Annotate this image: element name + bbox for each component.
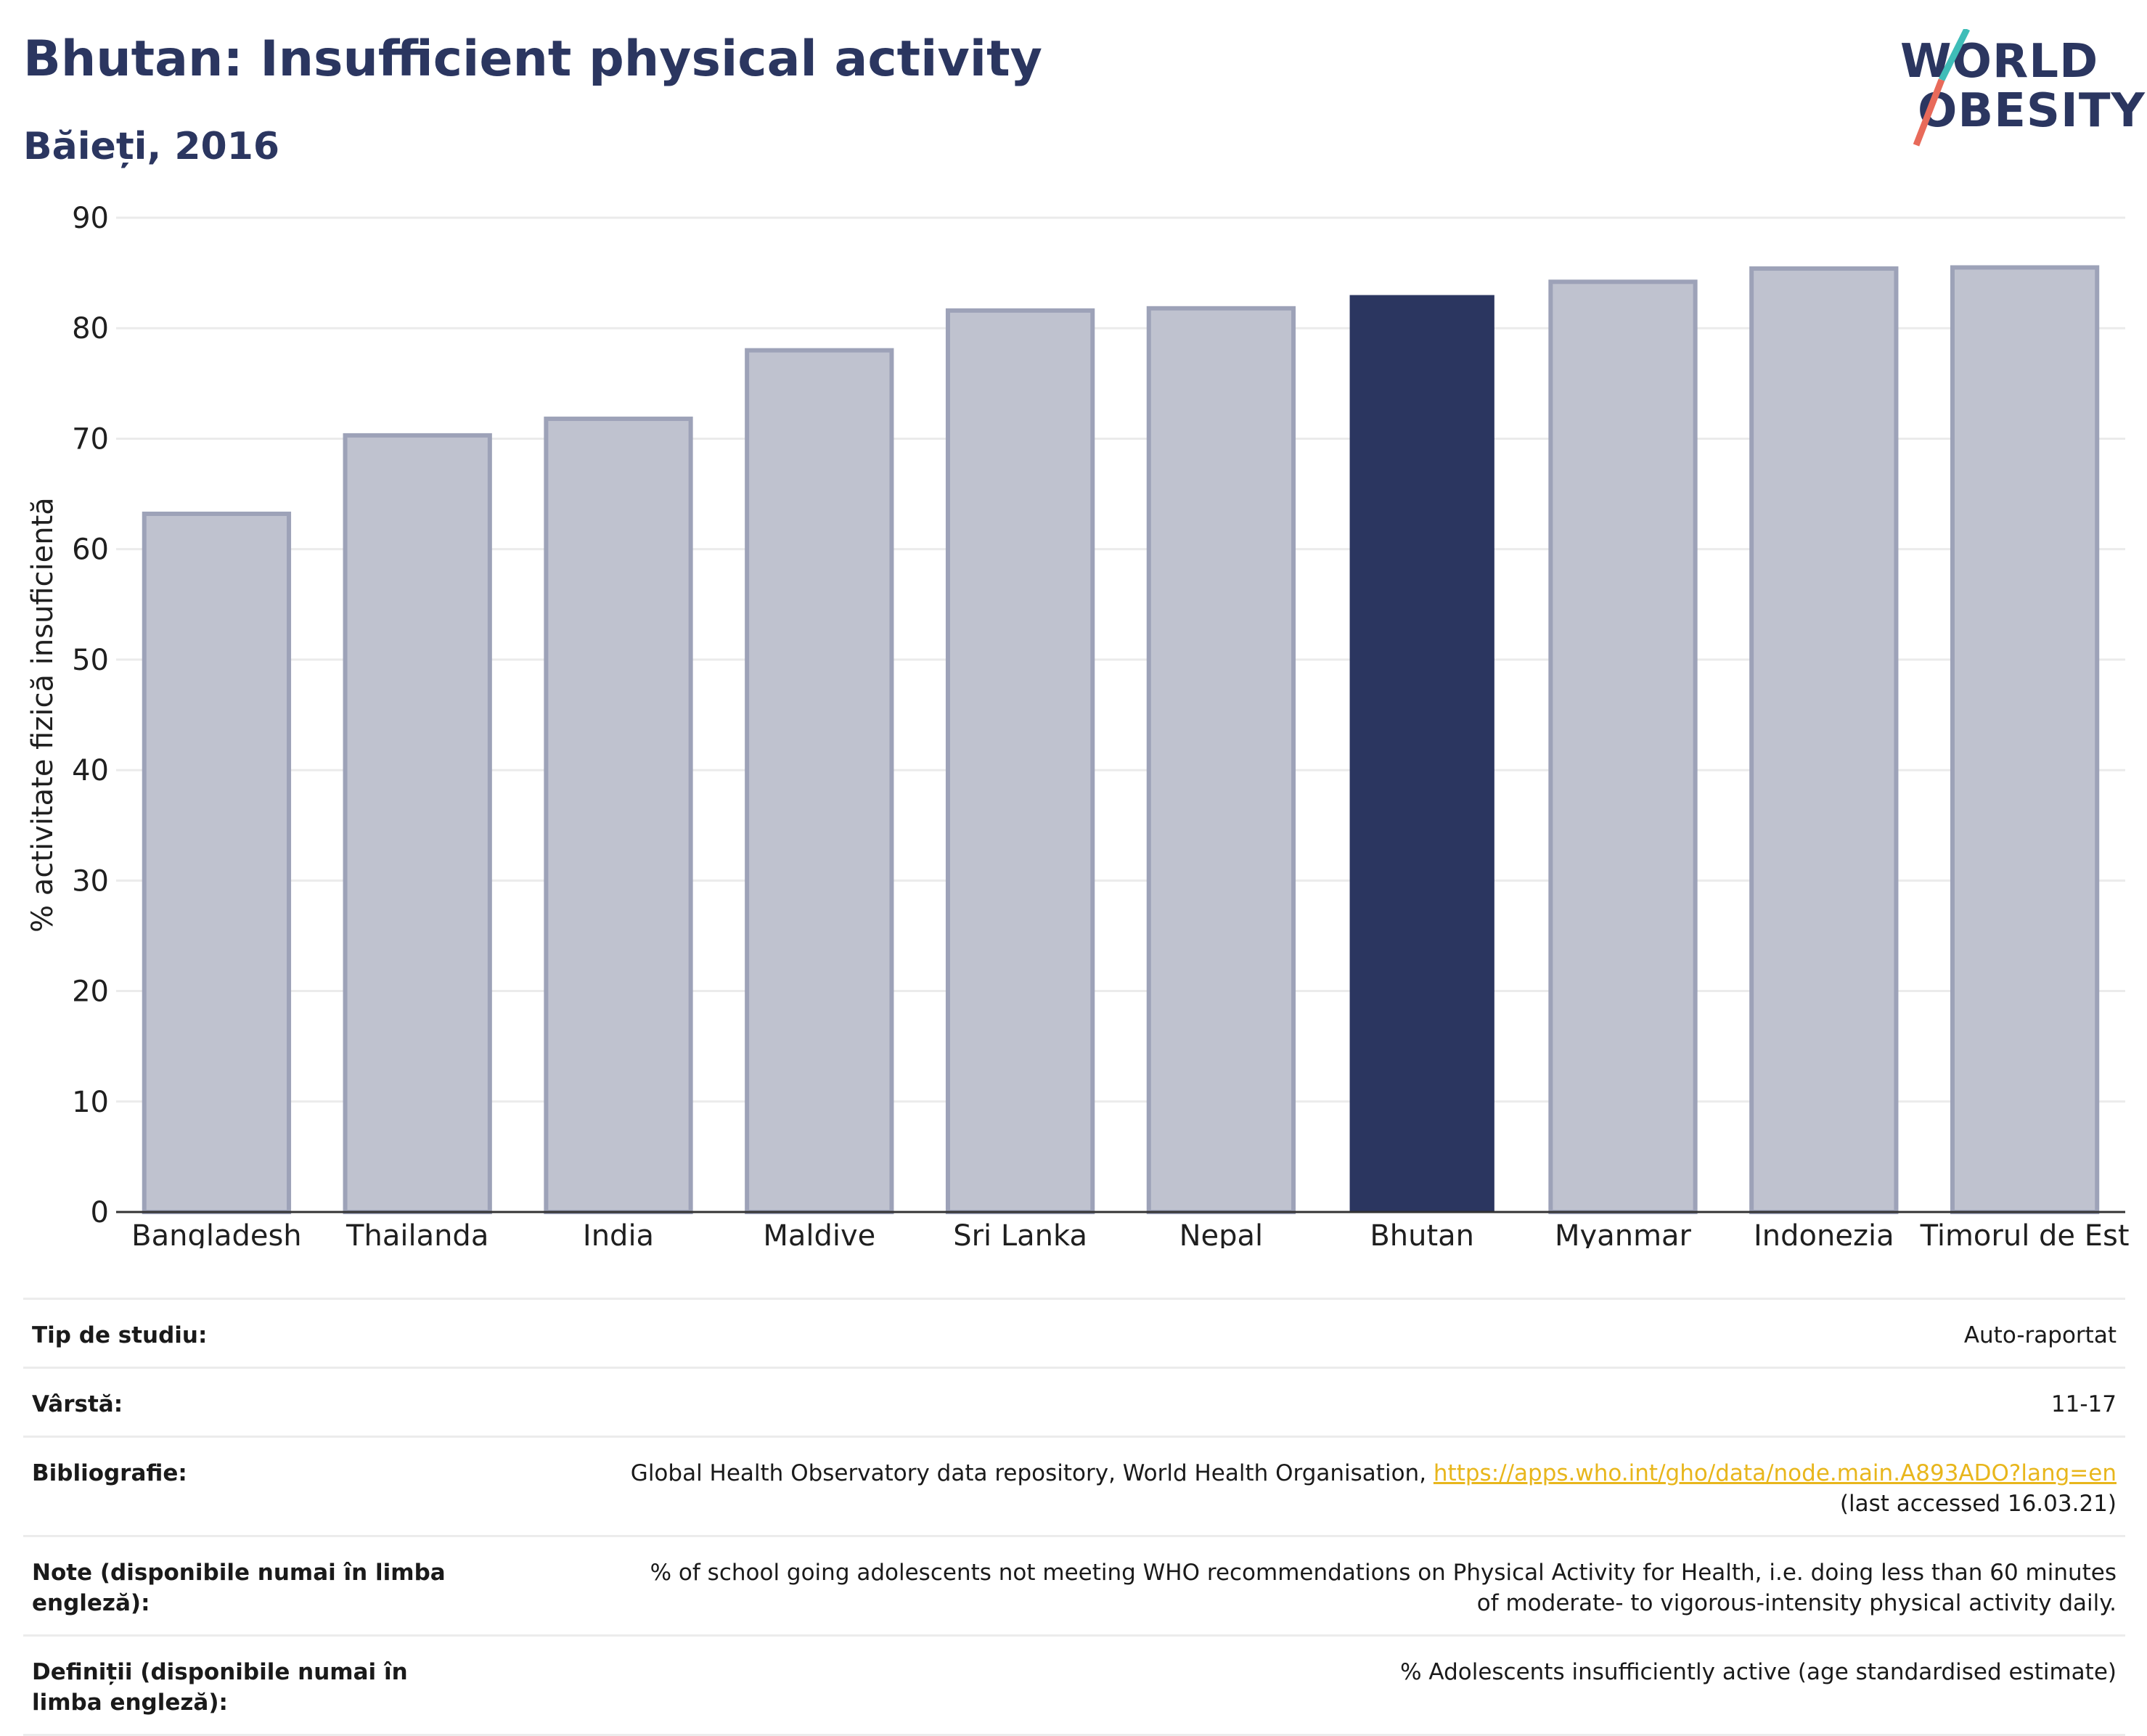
info-key: Note (disponibile numai în limba engleză… bbox=[32, 1560, 446, 1616]
x-tick-label: Maldive bbox=[763, 1219, 875, 1248]
info-value: 11-17 bbox=[2050, 1391, 2117, 1417]
y-tick-label: 20 bbox=[72, 975, 109, 1009]
bar bbox=[1146, 306, 1296, 1214]
info-key: Bibliografie: bbox=[32, 1460, 187, 1486]
y-tick-label: 70 bbox=[72, 422, 109, 456]
x-tick-label: Indonezia bbox=[1754, 1219, 1894, 1248]
bar bbox=[1950, 265, 2100, 1214]
bibliography-text: Global Health Observatory data repositor… bbox=[630, 1460, 1434, 1486]
y-tick-label: 0 bbox=[91, 1196, 109, 1229]
info-row-study-type: Tip de studiu: Auto-raportat bbox=[23, 1298, 2125, 1367]
bar bbox=[142, 511, 292, 1214]
info-row-age: Vârstă: 11-17 bbox=[23, 1367, 2125, 1436]
bar bbox=[1548, 279, 1698, 1214]
x-tick-label: Bangladesh bbox=[131, 1219, 302, 1248]
chart-title: Bhutan: Insufficient physical activity bbox=[23, 30, 1042, 88]
y-tick-label: 30 bbox=[72, 864, 109, 898]
y-tick-label: 60 bbox=[72, 533, 109, 567]
bar-highlight bbox=[1349, 295, 1494, 1212]
info-table: Tip de studiu: Auto-raportat Vârstă: 11-… bbox=[23, 1298, 2125, 1736]
bar bbox=[1749, 266, 1899, 1215]
bibliography-accessed: (last accessed 16.03.21) bbox=[1839, 1491, 2117, 1517]
bar bbox=[745, 348, 894, 1215]
x-tick-label: India bbox=[583, 1219, 654, 1248]
logo-line2: OBESITY bbox=[1918, 84, 2146, 138]
bar bbox=[945, 308, 1095, 1214]
bar-chart: 0 10 20 30 40 50 60 70 80 90 % activitate fizică i… bbox=[26, 202, 2130, 1248]
bar bbox=[343, 433, 492, 1214]
x-tick-label: Thailanda bbox=[345, 1219, 488, 1248]
info-value: Auto-raportat bbox=[1963, 1322, 2117, 1348]
x-tick-label: Nepal bbox=[1179, 1219, 1264, 1248]
bibliography-link[interactable]: https://apps.who.int/gho/data/node.main.… bbox=[1433, 1460, 2117, 1486]
info-key: Tip de studiu: bbox=[32, 1322, 208, 1348]
info-value: Global Health Observatory data repositor… bbox=[540, 1458, 2117, 1519]
y-tick-label: 50 bbox=[72, 644, 109, 677]
y-axis-title: % activitate fizică insuficientă bbox=[26, 497, 60, 933]
y-tick-label: 90 bbox=[72, 202, 109, 235]
info-value: % Adolescents insufficiently active (age… bbox=[1400, 1659, 2117, 1685]
x-tick-label: Bhutan bbox=[1370, 1219, 1474, 1248]
y-tick-label: 40 bbox=[72, 754, 109, 787]
logo-slash-icon bbox=[1913, 29, 1971, 147]
x-tick-label: Myanmar bbox=[1555, 1219, 1692, 1248]
bar bbox=[544, 417, 693, 1214]
info-row-definitions: Definiții (disponibile numai în limba en… bbox=[23, 1634, 2125, 1736]
x-tick-label: Timorul de Est bbox=[1920, 1219, 2130, 1248]
info-row-bibliography: Bibliografie: Global Health Observatory … bbox=[23, 1436, 2125, 1535]
chart-subtitle: Băieți, 2016 bbox=[23, 125, 280, 168]
info-value: % of school going adolescents not meetin… bbox=[650, 1560, 2117, 1616]
info-key: Definiții (disponibile numai în limba en… bbox=[32, 1659, 408, 1716]
info-row-notes: Note (disponibile numai în limba engleză… bbox=[23, 1535, 2125, 1634]
world-obesity-logo: WORLD OBESITY bbox=[1887, 29, 2145, 160]
y-tick-label: 80 bbox=[72, 312, 109, 345]
x-tick-label: Sri Lanka bbox=[953, 1219, 1087, 1248]
info-key: Vârstă: bbox=[32, 1391, 123, 1417]
logo-line1: WORLD bbox=[1900, 35, 2099, 89]
y-tick-label: 10 bbox=[72, 1086, 109, 1119]
